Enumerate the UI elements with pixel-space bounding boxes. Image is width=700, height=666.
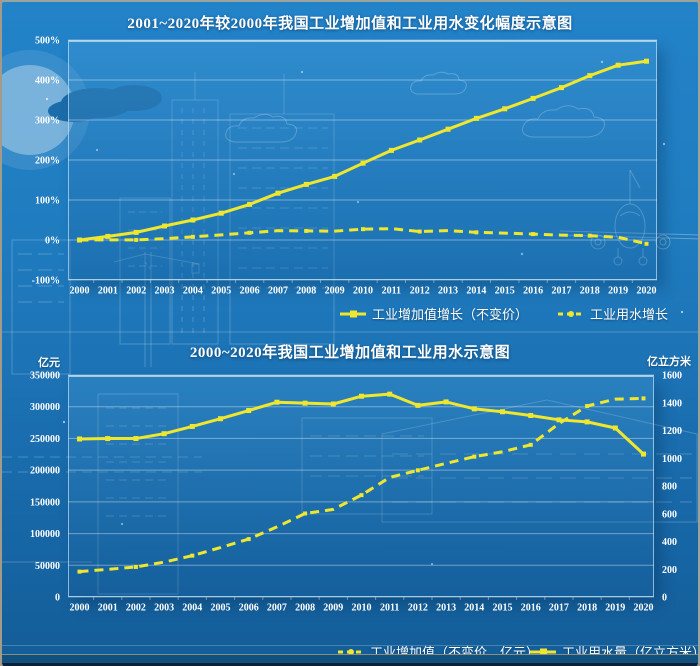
svg-text:2012: 2012 [410,286,430,297]
svg-text:1200: 1200 [662,426,682,437]
svg-text:350000: 350000 [30,371,60,382]
svg-text:0: 0 [55,593,60,604]
svg-text:2015: 2015 [493,603,513,614]
svg-text:2017: 2017 [551,286,571,297]
stars-art [45,60,684,566]
svg-text:2016: 2016 [523,286,543,297]
svg-text:2013: 2013 [436,603,456,614]
svg-text:2019: 2019 [605,603,625,614]
svg-text:200%: 200% [35,156,60,167]
svg-text:600: 600 [662,509,677,520]
svg-text:2020: 2020 [634,603,654,614]
svg-text:300000: 300000 [30,402,60,413]
svg-text:200000: 200000 [30,466,60,477]
svg-text:100000: 100000 [30,529,60,540]
legend-item-water-growth: 工业用水增长 [558,304,668,323]
svg-text:1400: 1400 [662,398,682,409]
svg-text:2011: 2011 [380,603,399,614]
svg-text:2018: 2018 [580,286,600,297]
cloud-outline-icon [225,113,298,143]
svg-text:0%: 0% [45,236,60,247]
airplane-icon [559,169,698,266]
svg-text:250000: 250000 [30,434,60,445]
crane-icon [113,252,200,367]
svg-text:2007: 2007 [268,286,288,297]
bottom-edge [2,663,698,666]
svg-text:2007: 2007 [267,603,287,614]
svg-text:50000: 50000 [35,561,60,572]
svg-text:2005: 2005 [211,603,231,614]
svg-text:0: 0 [662,593,667,604]
svg-text:1000: 1000 [662,454,682,465]
top-chart-panel [68,40,657,280]
svg-text:2017: 2017 [549,603,569,614]
svg-text:300%: 300% [35,116,60,127]
dashed-line-swatch-icon [338,648,364,655]
svg-text:2009: 2009 [323,603,343,614]
cloud-outline-icon [521,105,605,138]
svg-text:400%: 400% [35,76,60,87]
svg-text:2000: 2000 [70,286,90,297]
svg-text:2008: 2008 [296,286,316,297]
cloud-dark-icon [48,85,162,122]
svg-text:100%: 100% [35,196,60,207]
top-chart: 500% 400% 300% 200% 100% 0% -100% 2000 2001 2002 2… [32,36,657,297]
svg-text:2001: 2001 [98,603,118,614]
svg-text:800: 800 [662,482,677,493]
svg-text:2020: 2020 [637,286,657,297]
legend-item-added-value-growth: 工业增加值增长（不变价） [340,304,528,323]
svg-text:2009: 2009 [325,286,345,297]
svg-text:2005: 2005 [211,286,231,297]
left-axis-unit-label: 亿元 [38,357,60,369]
top-chart-title: 2001~2020年较2000年我国工业增加值和工业用水变化幅度示意图 [127,16,573,32]
bottom-chart: 3500003000002500002000001500001000005000… [30,371,682,614]
legend-label: 工业用水增长 [590,307,669,322]
svg-text:-100%: -100% [32,276,60,287]
svg-text:2006: 2006 [240,286,260,297]
svg-text:2003: 2003 [154,603,174,614]
svg-text:2006: 2006 [239,603,259,614]
separator-line [2,645,698,646]
svg-text:150000: 150000 [30,497,60,508]
right-axis-unit-label: 亿立方米 [647,356,691,368]
bottom-chart-title: 2000~2020年我国工业增加值和工业用水示意图 [189,345,511,361]
svg-text:2002: 2002 [126,286,146,297]
svg-text:2008: 2008 [295,603,315,614]
svg-text:500%: 500% [35,36,60,47]
legend-label: 工业增加值增长（不变价） [372,307,529,322]
moon-icon [2,50,90,170]
svg-text:2019: 2019 [608,286,628,297]
bottom-chart-panel [68,375,654,597]
svg-text:1600: 1600 [662,371,682,382]
svg-text:200: 200 [662,565,677,576]
svg-text:2015: 2015 [495,286,515,297]
dashed-line-swatch-icon [558,310,584,317]
svg-text:400: 400 [662,537,677,548]
svg-text:2004: 2004 [182,603,202,614]
bottom-band [2,654,698,663]
svg-text:2010: 2010 [353,286,373,297]
svg-text:2014: 2014 [466,286,486,297]
solid-line-swatch-icon [340,310,366,317]
svg-text:2001: 2001 [98,286,118,297]
svg-text:2016: 2016 [521,603,541,614]
svg-text:2010: 2010 [352,603,372,614]
svg-text:2003: 2003 [155,286,175,297]
svg-text:2000: 2000 [70,603,90,614]
svg-text:2011: 2011 [382,286,401,297]
svg-text:2014: 2014 [464,603,484,614]
svg-text:2002: 2002 [126,603,146,614]
svg-text:2012: 2012 [408,603,428,614]
buildings-art [2,72,698,595]
svg-text:2013: 2013 [438,286,458,297]
cloud-outline-icon [410,71,467,95]
solid-line-swatch-icon [530,648,556,655]
svg-text:2018: 2018 [577,603,597,614]
svg-text:2004: 2004 [183,286,203,297]
